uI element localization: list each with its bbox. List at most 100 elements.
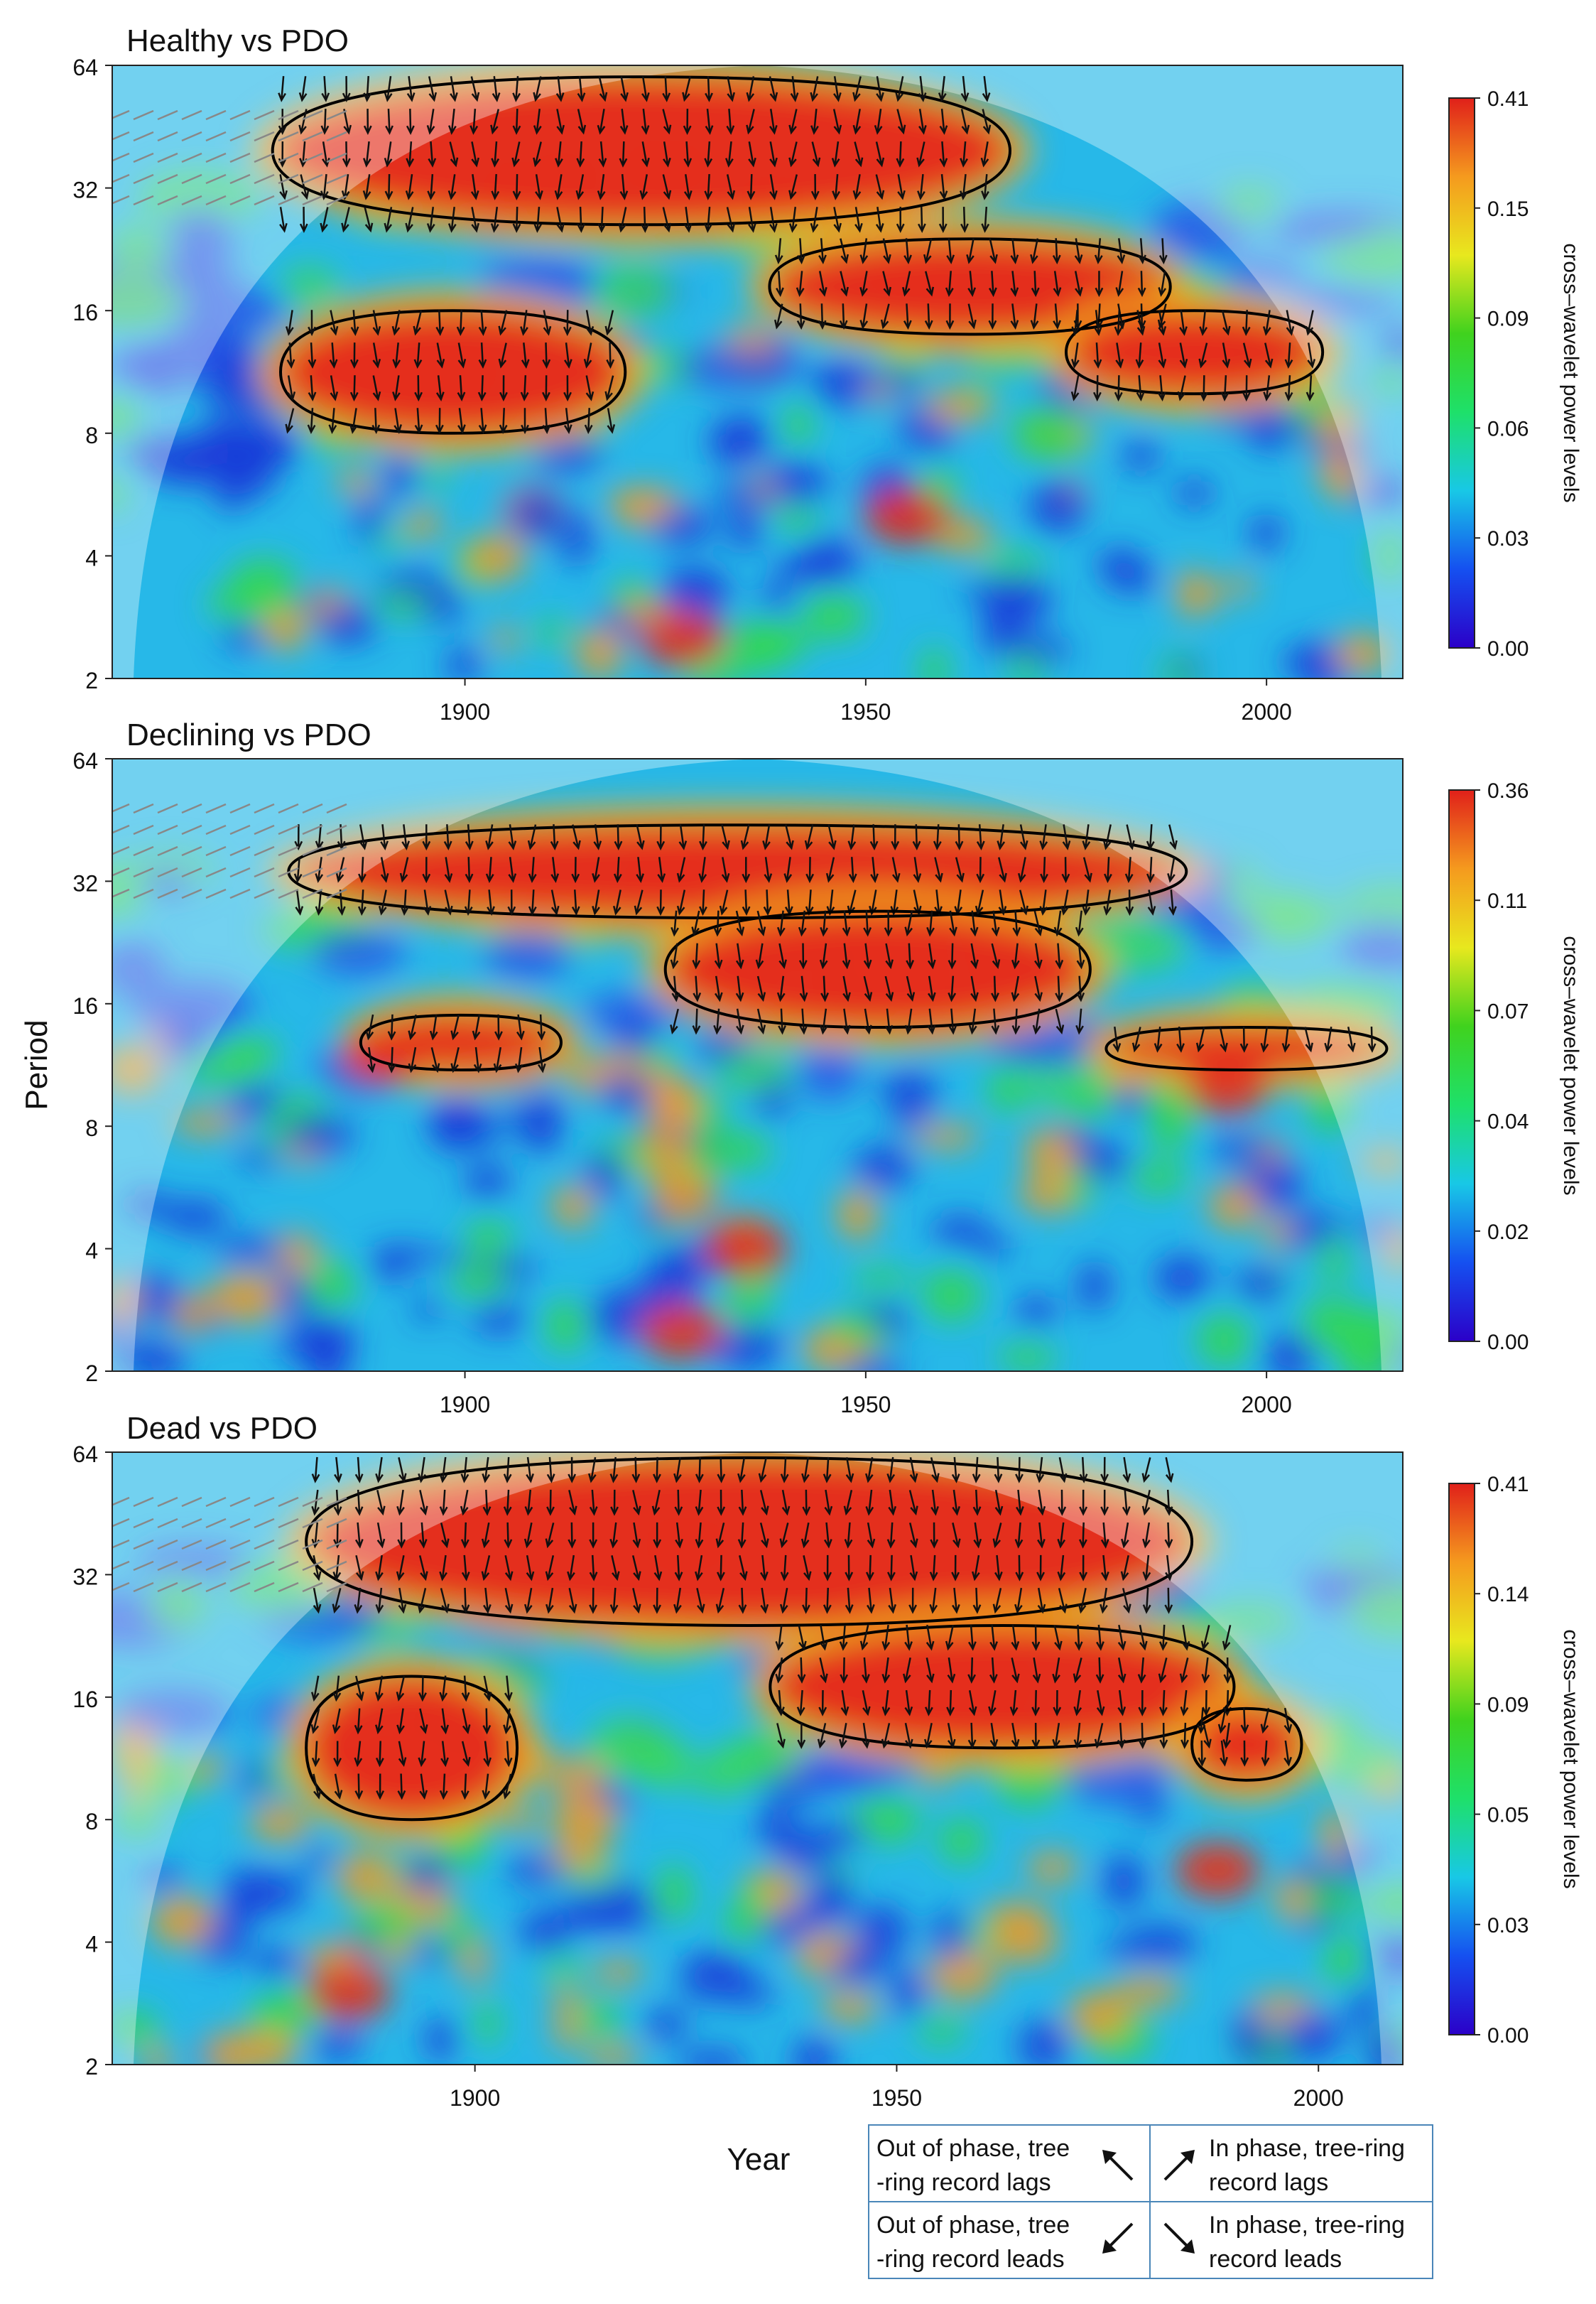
power-blob	[599, 1073, 655, 1109]
phase-arrow	[588, 408, 589, 432]
phase-arrow	[964, 207, 965, 231]
power-blob	[714, 1051, 792, 1091]
x-axis-label: Year	[727, 2142, 791, 2177]
colorbar-tick-label: 0.00	[1487, 2024, 1529, 2048]
x-tick-label: 1900	[450, 2085, 500, 2111]
power-blob	[988, 1064, 1025, 1113]
phase-arrow	[1019, 1457, 1020, 1481]
phase-arrow	[1141, 303, 1142, 328]
phase-arrow	[891, 1555, 892, 1579]
power-blob	[465, 1163, 510, 1199]
power-blob	[163, 1200, 228, 1233]
y-tick-label: 2	[85, 1361, 98, 1386]
power-blob	[224, 1868, 270, 1923]
phase-arrow	[516, 207, 517, 231]
power-blob	[1104, 1854, 1145, 1910]
power-blob	[554, 2013, 580, 2050]
power-blob	[1279, 2013, 1343, 2059]
power-blob	[583, 993, 673, 1031]
power-blob	[811, 359, 876, 407]
power-blob	[855, 1905, 909, 1956]
power-blob	[508, 488, 563, 539]
power-blob	[473, 2003, 501, 2045]
phase-arrow	[696, 1009, 697, 1033]
y-tick-label: 16	[72, 993, 98, 1019]
power-blob	[1016, 1295, 1057, 1326]
phase-arrow	[1168, 1588, 1169, 1612]
power-blob	[821, 1991, 879, 2023]
power-blob	[923, 390, 991, 423]
phase-arrow	[1246, 310, 1247, 334]
colorbar-tick-label: 0.04	[1487, 1110, 1529, 1134]
power-blob	[722, 1911, 759, 1942]
power-blob	[921, 1269, 981, 1321]
power-blob	[792, 2038, 836, 2084]
power-blob	[1176, 569, 1204, 618]
power-blob	[350, 1904, 420, 1944]
phase-arrow	[916, 824, 917, 848]
power-blob	[1175, 479, 1213, 507]
power-blob	[464, 1220, 514, 1258]
phase-arrow	[657, 1457, 658, 1481]
power-blob	[449, 1262, 508, 1299]
phase-arrow	[516, 109, 517, 133]
x-tick-label: 2000	[1293, 2085, 1344, 2111]
phase-arrow	[870, 1555, 871, 1579]
power-blob	[1171, 660, 1203, 681]
phase-arrow	[1044, 857, 1045, 881]
y-axis-label: Period	[19, 1020, 54, 1110]
plot-area	[81, 759, 1443, 1388]
phase-arrow	[418, 375, 419, 399]
legend-text: In phase, tree-ring record lags	[1209, 2131, 1405, 2200]
phase-arrow	[623, 141, 624, 166]
power-blob	[1209, 1183, 1261, 1229]
power-blob	[934, 1910, 970, 1961]
phase-arrow	[1202, 1741, 1203, 1765]
power-blob	[281, 266, 338, 305]
x-tick-label: 1900	[440, 699, 490, 725]
phase-arrow	[976, 1588, 977, 1612]
power-blob	[335, 1851, 396, 1901]
power-blob	[938, 1818, 984, 1864]
x-tick-label: 1900	[440, 1392, 490, 1417]
phase-arrow	[550, 1490, 551, 1514]
x-tick-label: 1950	[840, 699, 891, 725]
power-blob	[519, 1910, 574, 1952]
power-blob	[407, 1859, 441, 1895]
power-blob	[442, 1911, 473, 1961]
legend-text: In phase, tree-ring record leads	[1209, 2208, 1405, 2276]
power-hotspot	[1184, 1059, 1269, 1115]
power-blob	[374, 1256, 404, 1281]
phase-arrow	[703, 889, 705, 914]
plot-area	[70, 1437, 1452, 2084]
power-blob	[222, 622, 264, 649]
colorbar-tick-label: 0.36	[1487, 779, 1529, 803]
legend-text: Out of phase, tree -ring record lags	[876, 2131, 1070, 2200]
power-blob	[319, 605, 379, 644]
y-tick-label: 16	[72, 1687, 98, 1712]
phase-arrow	[746, 889, 747, 914]
power-blob	[562, 511, 592, 568]
power-blob	[644, 2009, 689, 2040]
phase-arrow	[610, 342, 611, 367]
phase-arrow	[644, 207, 645, 231]
power-blob	[725, 1287, 771, 1326]
power-blob	[484, 929, 572, 980]
phase-arrow	[822, 303, 823, 328]
phase-arrow	[806, 1588, 807, 1612]
y-tick-label: 4	[85, 545, 98, 570]
x-tick-label: 1950	[840, 1392, 891, 1417]
phase-arrow	[1204, 375, 1205, 399]
colorbar-tick-label: 0.06	[1487, 417, 1529, 440]
power-hotspot	[703, 1221, 788, 1277]
power-blob	[550, 1791, 619, 1848]
down-left-arrow-icon	[1097, 2217, 1139, 2259]
power-blob	[1105, 568, 1159, 593]
colorbar-tick-label: 0.05	[1487, 1804, 1529, 1827]
power-blob	[778, 508, 821, 531]
phase-arrow	[545, 342, 546, 367]
phase-arrow	[401, 1774, 402, 1798]
phase-arrow	[410, 109, 411, 133]
phase-arrow	[827, 1588, 828, 1612]
